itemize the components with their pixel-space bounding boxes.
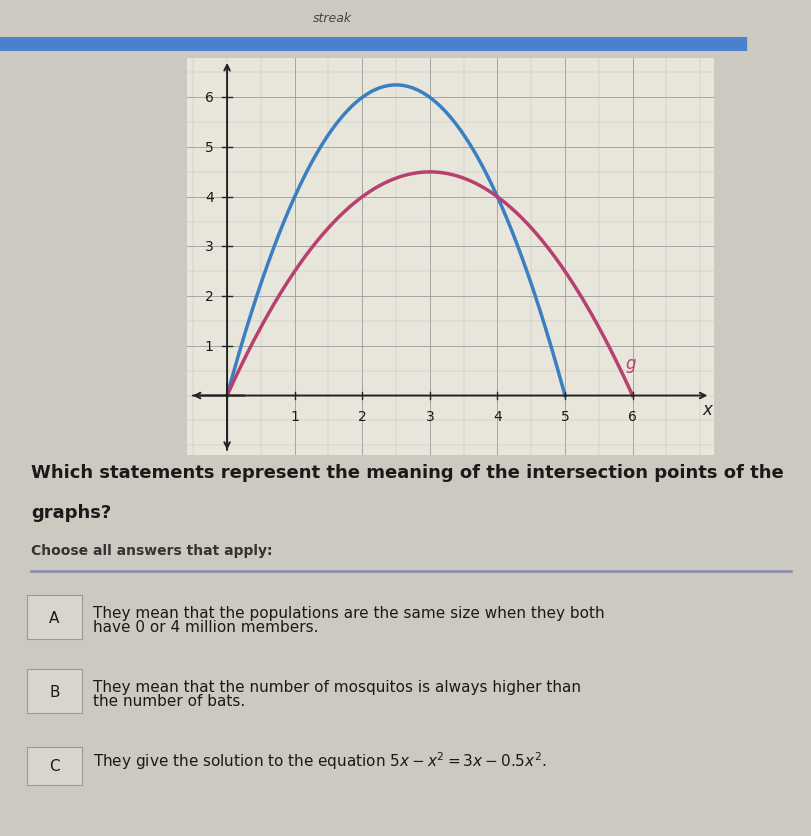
Text: 2: 2 [205, 290, 213, 303]
Text: B: B [49, 684, 59, 699]
Text: streak: streak [313, 13, 352, 25]
Text: 3: 3 [426, 410, 434, 424]
Text: 1: 1 [290, 410, 299, 424]
Text: graphs?: graphs? [31, 503, 111, 521]
Text: Which statements represent the meaning of the intersection points of the: Which statements represent the meaning o… [31, 463, 783, 482]
Text: 2: 2 [358, 410, 367, 424]
FancyBboxPatch shape [27, 747, 82, 785]
Text: 5: 5 [205, 141, 213, 155]
Text: A: A [49, 609, 59, 624]
Text: 4: 4 [205, 191, 213, 205]
FancyBboxPatch shape [27, 670, 82, 713]
Text: 6: 6 [629, 410, 637, 424]
Text: 3: 3 [205, 240, 213, 254]
Text: They give the solution to the equation $5x - x^2 = 3x - 0.5x^2$.: They give the solution to the equation $… [93, 749, 547, 771]
Text: C: C [49, 758, 60, 773]
Text: 1: 1 [204, 339, 213, 354]
Text: Choose all answers that apply:: Choose all answers that apply: [31, 543, 272, 557]
Text: the number of bats.: the number of bats. [93, 693, 246, 708]
Text: g: g [626, 354, 637, 373]
Text: They mean that the number of mosquitos is always higher than: They mean that the number of mosquitos i… [93, 680, 581, 694]
Text: have 0 or 4 million members.: have 0 or 4 million members. [93, 619, 319, 635]
Text: 4: 4 [493, 410, 502, 424]
Text: 6: 6 [204, 91, 213, 105]
Text: $x$: $x$ [702, 401, 714, 419]
Text: 5: 5 [560, 410, 569, 424]
FancyBboxPatch shape [27, 595, 82, 640]
Text: They mean that the populations are the same size when they both: They mean that the populations are the s… [93, 605, 605, 620]
